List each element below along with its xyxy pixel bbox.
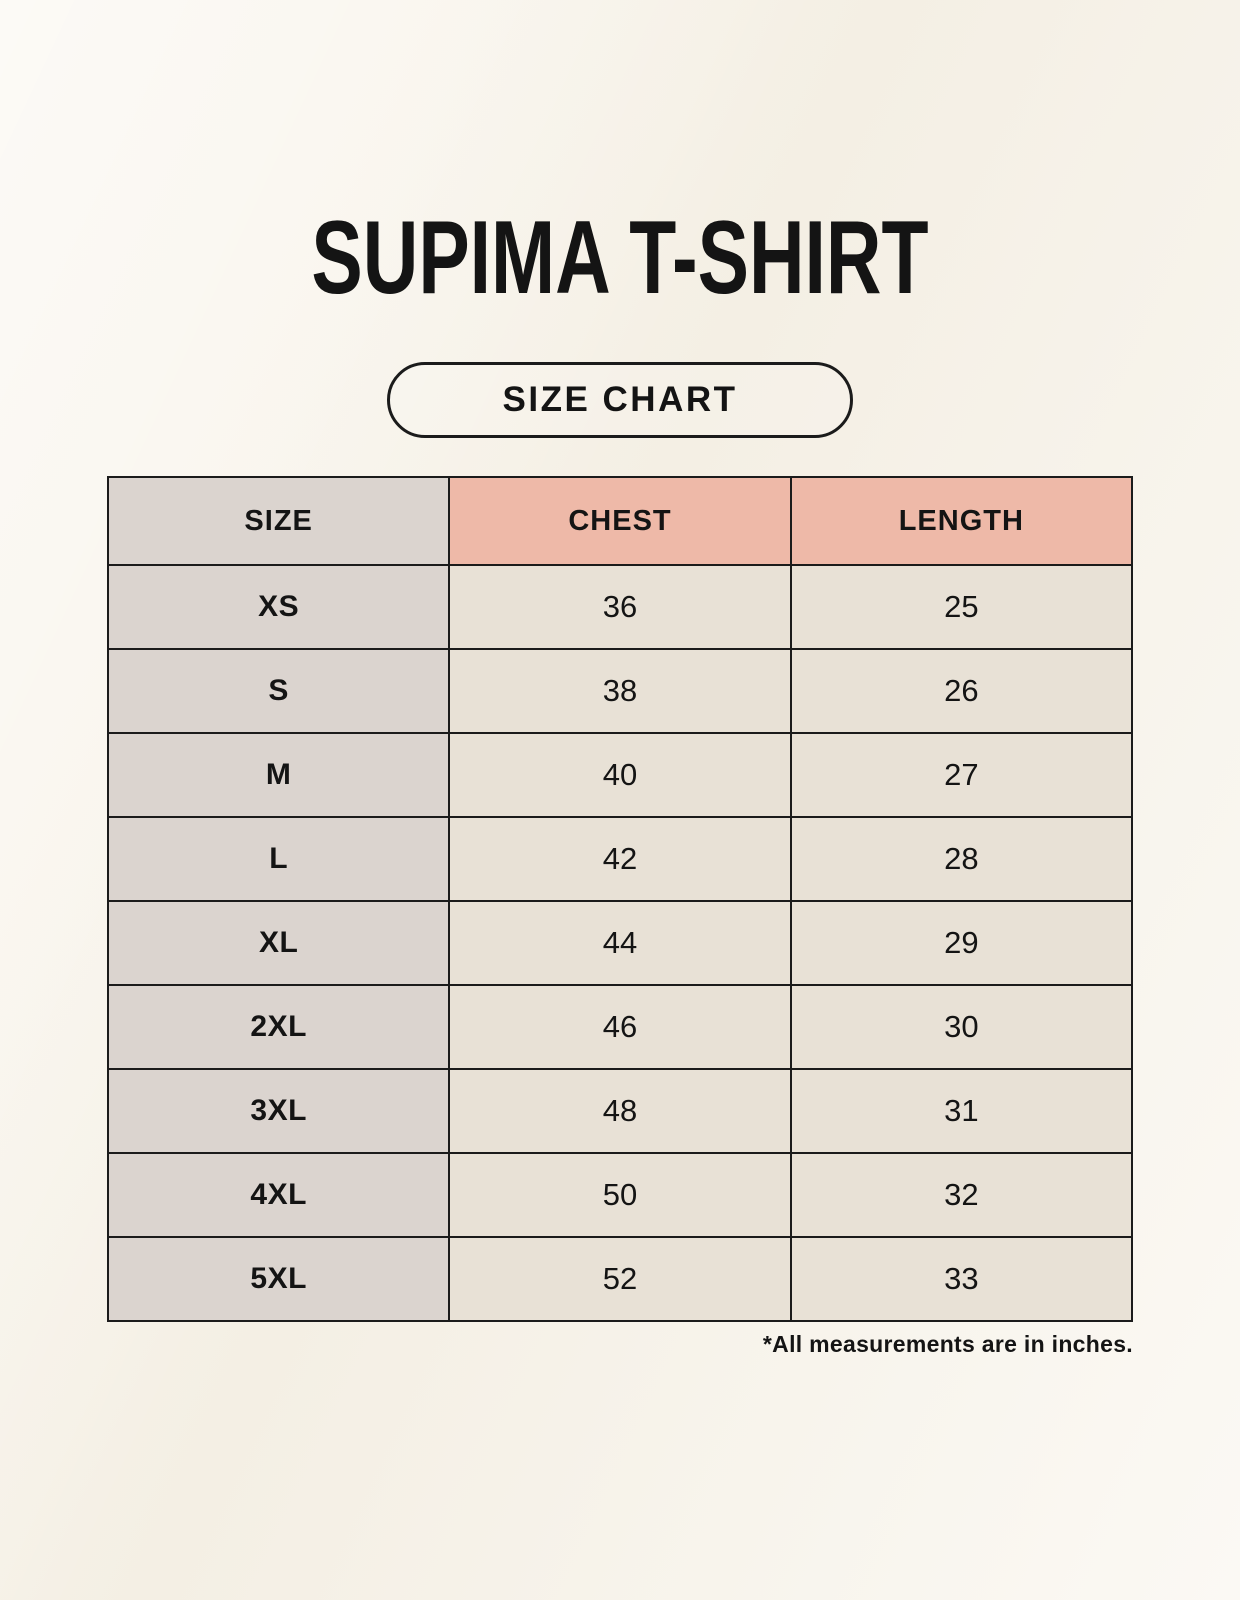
- size-cell: 2XL: [106, 984, 451, 1070]
- size-table: SIZE CHEST LENGTH XS 36 25 S 38 26 M 40 27 L 42 28 X…: [106, 476, 1134, 1322]
- chest-cell: 48: [448, 1068, 792, 1154]
- size-cell: S: [106, 648, 451, 734]
- table-row: XL 44 29: [106, 900, 1134, 986]
- length-cell: 28: [789, 816, 1134, 902]
- column-header-length: LENGTH: [789, 476, 1134, 566]
- size-chart-badge: SIZE CHART: [387, 362, 853, 438]
- chest-cell: 40: [448, 732, 792, 818]
- chest-cell: 38: [448, 648, 792, 734]
- length-cell: 33: [789, 1236, 1134, 1322]
- table-row: 5XL 52 33: [106, 1236, 1134, 1322]
- size-table-body: XS 36 25 S 38 26 M 40 27 L 42 28 XL 44 29 2XL 46 30 3XL 48 3…: [106, 564, 1134, 1322]
- table-row: 3XL 48 31: [106, 1068, 1134, 1154]
- table-row: XS 36 25: [106, 564, 1134, 650]
- length-cell: 30: [789, 984, 1134, 1070]
- size-cell: 4XL: [106, 1152, 451, 1238]
- size-chart-badge-label: SIZE CHART: [502, 380, 738, 419]
- size-cell: M: [106, 732, 451, 818]
- size-cell: 3XL: [106, 1068, 451, 1154]
- page-title: SUPIMA T-SHIRT: [311, 200, 929, 316]
- table-row: 4XL 50 32: [106, 1152, 1134, 1238]
- length-cell: 29: [789, 900, 1134, 986]
- size-cell: XS: [106, 564, 451, 650]
- chest-cell: 50: [448, 1152, 792, 1238]
- measurements-footnote: *All measurements are in inches.: [762, 1331, 1133, 1357]
- column-header-size: SIZE: [106, 476, 451, 566]
- size-cell: 5XL: [106, 1236, 451, 1322]
- table-row: M 40 27: [106, 732, 1134, 818]
- length-cell: 25: [789, 564, 1134, 650]
- length-cell: 27: [789, 732, 1134, 818]
- table-header-row: SIZE CHEST LENGTH: [106, 476, 1134, 566]
- column-header-chest: CHEST: [448, 476, 792, 566]
- chest-cell: 44: [448, 900, 792, 986]
- chest-cell: 46: [448, 984, 792, 1070]
- chest-cell: 52: [448, 1236, 792, 1322]
- size-cell: L: [106, 816, 451, 902]
- chest-cell: 36: [448, 564, 792, 650]
- chest-cell: 42: [448, 816, 792, 902]
- length-cell: 31: [789, 1068, 1134, 1154]
- table-row: L 42 28: [106, 816, 1134, 902]
- size-cell: XL: [106, 900, 451, 986]
- table-row: S 38 26: [106, 648, 1134, 734]
- table-row: 2XL 46 30: [106, 984, 1134, 1070]
- length-cell: 32: [789, 1152, 1134, 1238]
- length-cell: 26: [789, 648, 1134, 734]
